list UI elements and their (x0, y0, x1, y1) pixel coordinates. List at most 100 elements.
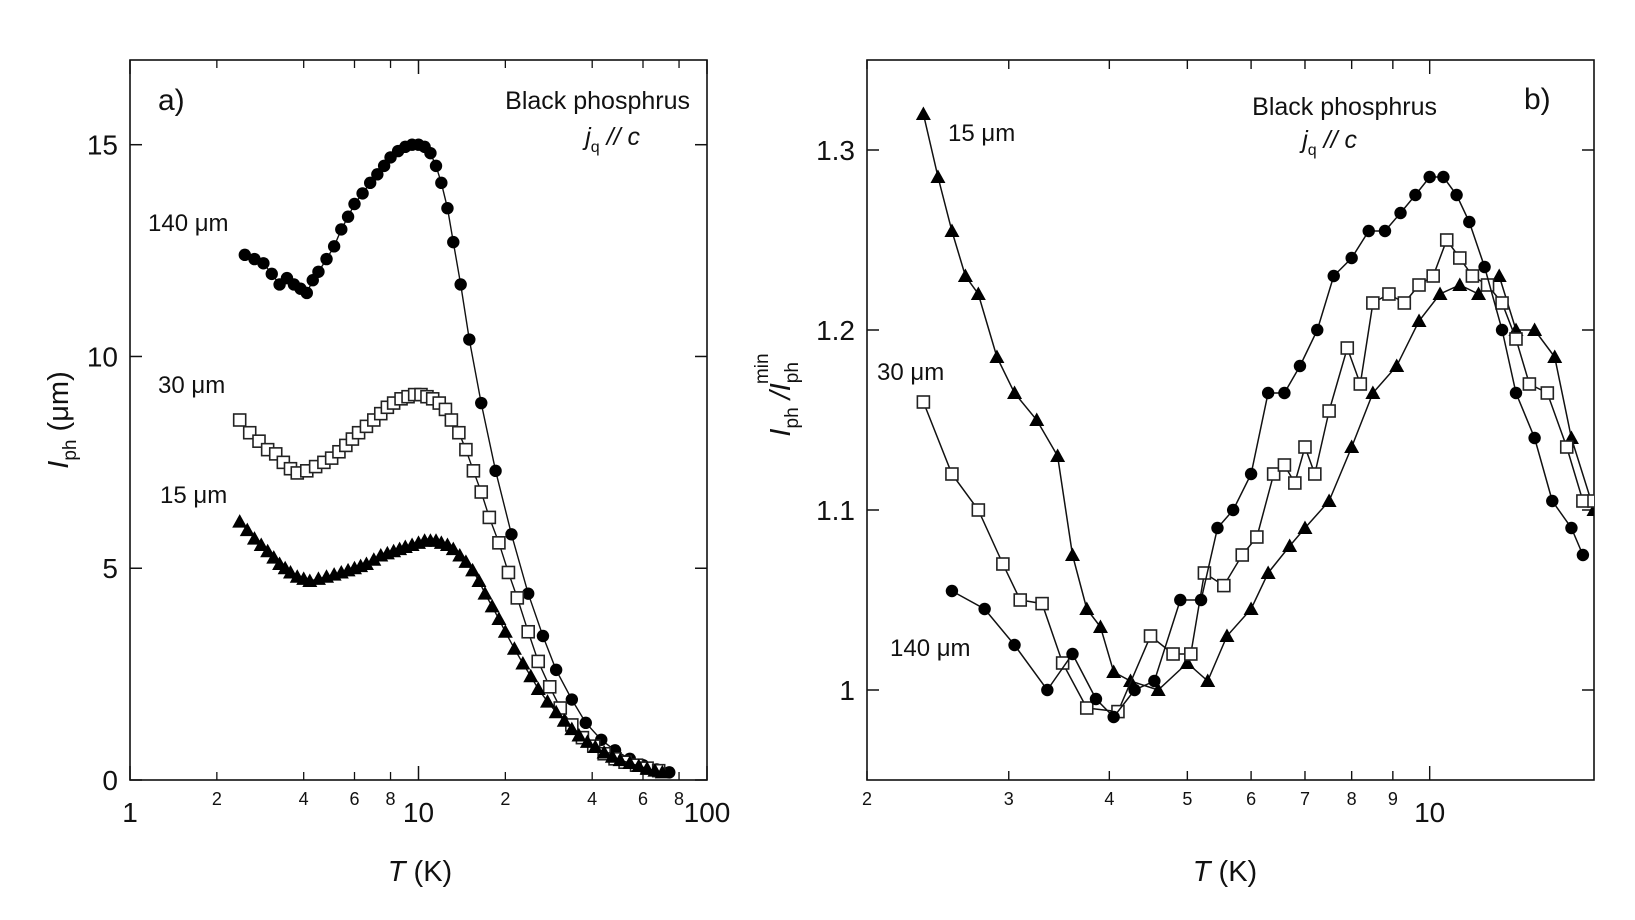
x-minor-tick-label-a: 8 (674, 789, 684, 809)
series-label-a-15um: 15 μm (160, 482, 227, 509)
data-point-b-0 (944, 223, 960, 237)
data-point-b-0 (930, 169, 946, 183)
data-point-b-2 (1423, 170, 1436, 184)
data-point-a-2 (596, 744, 612, 759)
data-point-a-0 (463, 333, 476, 346)
data-point-b-2 (1089, 692, 1103, 706)
x-minor-tick-label-a: 2 (212, 789, 222, 809)
y-tick-label-a: 15 (87, 130, 118, 161)
data-point-b-1 (996, 557, 1010, 571)
data-point-b-0 (1344, 439, 1360, 453)
data-point-b-0 (1297, 520, 1313, 534)
y-axis-sub2-b: ph (782, 362, 803, 383)
data-point-a-1 (501, 565, 516, 580)
x-major-tick-label-a: 10 (403, 797, 434, 828)
series-label-b-30um: 30 μm (877, 359, 944, 386)
data-point-b-1 (1540, 386, 1555, 400)
data-point-a-1 (232, 413, 247, 427)
series-b-2 (945, 170, 1590, 724)
title-j-b: j (1299, 126, 1309, 154)
data-point-b-1 (1079, 701, 1094, 715)
data-point-a-0 (565, 693, 579, 706)
y-axis-mid-b: /I (765, 383, 797, 407)
data-point-a-0 (435, 176, 448, 190)
y-tick-label-a: 0 (102, 765, 118, 796)
data-point-a-0 (429, 159, 443, 173)
data-point-b-2 (1463, 215, 1476, 229)
y-tick-label-a: 5 (102, 553, 118, 584)
x-minor-tick-label-a: 4 (299, 789, 309, 809)
data-point-b-2 (1066, 647, 1079, 661)
data-point-a-1 (482, 510, 497, 525)
data-point-a-2 (253, 537, 269, 551)
data-point-b-1 (1035, 596, 1049, 611)
data-point-b-1 (1340, 341, 1355, 355)
data-point-b-0 (1123, 673, 1139, 687)
data-point-a-0 (377, 159, 391, 173)
y-tick-label-a: 10 (87, 341, 118, 372)
data-point-a-0 (238, 248, 252, 262)
data-point-b-2 (1293, 359, 1307, 373)
data-point-a-2 (232, 514, 248, 528)
data-point-a-0 (257, 257, 270, 270)
title-line1-a: Black phosphrus (505, 87, 690, 115)
data-point-b-0 (1321, 493, 1337, 507)
data-point-b-2 (1128, 683, 1141, 697)
x-tick-label-b: 3 (1004, 789, 1014, 809)
data-point-b-0 (1150, 682, 1166, 696)
x-tick-label-b: 2 (862, 789, 872, 809)
data-point-a-2 (445, 541, 461, 556)
data-point-a-0 (521, 587, 535, 600)
title-j-a: j (582, 123, 592, 151)
x-axis-title-a: T (K) (388, 856, 452, 888)
data-point-b-1 (1277, 458, 1292, 472)
data-point-b-1 (1465, 269, 1480, 283)
data-point-b-2 (1394, 206, 1407, 220)
y-tick-label-b: 1.1 (816, 495, 855, 526)
data-point-b-0 (1007, 385, 1023, 399)
data-point-b-2 (945, 584, 959, 598)
data-point-b-0 (1389, 358, 1405, 372)
data-point-a-2 (587, 739, 603, 753)
x-axis-T-a: T (388, 856, 408, 888)
data-point-b-1 (1250, 530, 1264, 544)
data-point-b-2 (1509, 386, 1523, 400)
series-label-a-140um: 140 μm (148, 210, 229, 237)
x-tick-label-b: 7 (1300, 789, 1310, 809)
data-point-b-2 (1546, 494, 1559, 508)
data-point-b-0 (1050, 448, 1066, 462)
x-minor-tick-label-a: 8 (386, 789, 396, 809)
data-point-b-2 (1565, 521, 1578, 535)
data-point-b-1 (1013, 593, 1028, 607)
data-point-b-1 (1184, 647, 1198, 661)
data-point-a-0 (300, 286, 313, 300)
data-point-a-0 (549, 663, 563, 677)
data-point-b-2 (1278, 386, 1291, 400)
data-point-a-1 (452, 425, 466, 440)
data-point-a-2 (515, 656, 531, 670)
data-point-b-1 (1439, 233, 1454, 247)
data-point-b-2 (1041, 683, 1054, 697)
y-tick-label-b: 1.2 (816, 315, 855, 346)
data-point-a-1 (531, 654, 546, 669)
series-label-b-15um: 15 μm (948, 120, 1015, 147)
data-point-b-2 (1261, 386, 1275, 400)
data-point-b-0 (1365, 385, 1381, 399)
data-point-b-0 (915, 106, 931, 120)
y-tick-label-b: 1 (839, 675, 855, 706)
data-point-b-2 (1226, 503, 1240, 517)
data-point-a-1 (459, 442, 473, 457)
data-point-a-0 (348, 197, 361, 211)
x-axis-unit-b: (K) (1211, 856, 1258, 888)
data-point-b-1 (1353, 377, 1368, 391)
y-axis-title-b: Iph /Iphmin (752, 353, 803, 436)
data-point-a-2 (631, 758, 647, 773)
data-point-a-0 (371, 168, 384, 181)
x-tick-label-b: 10 (1414, 797, 1445, 828)
data-point-b-2 (1244, 467, 1258, 481)
data-point-a-2 (579, 734, 595, 748)
data-point-a-2 (497, 624, 513, 638)
data-point-b-2 (1311, 323, 1324, 337)
